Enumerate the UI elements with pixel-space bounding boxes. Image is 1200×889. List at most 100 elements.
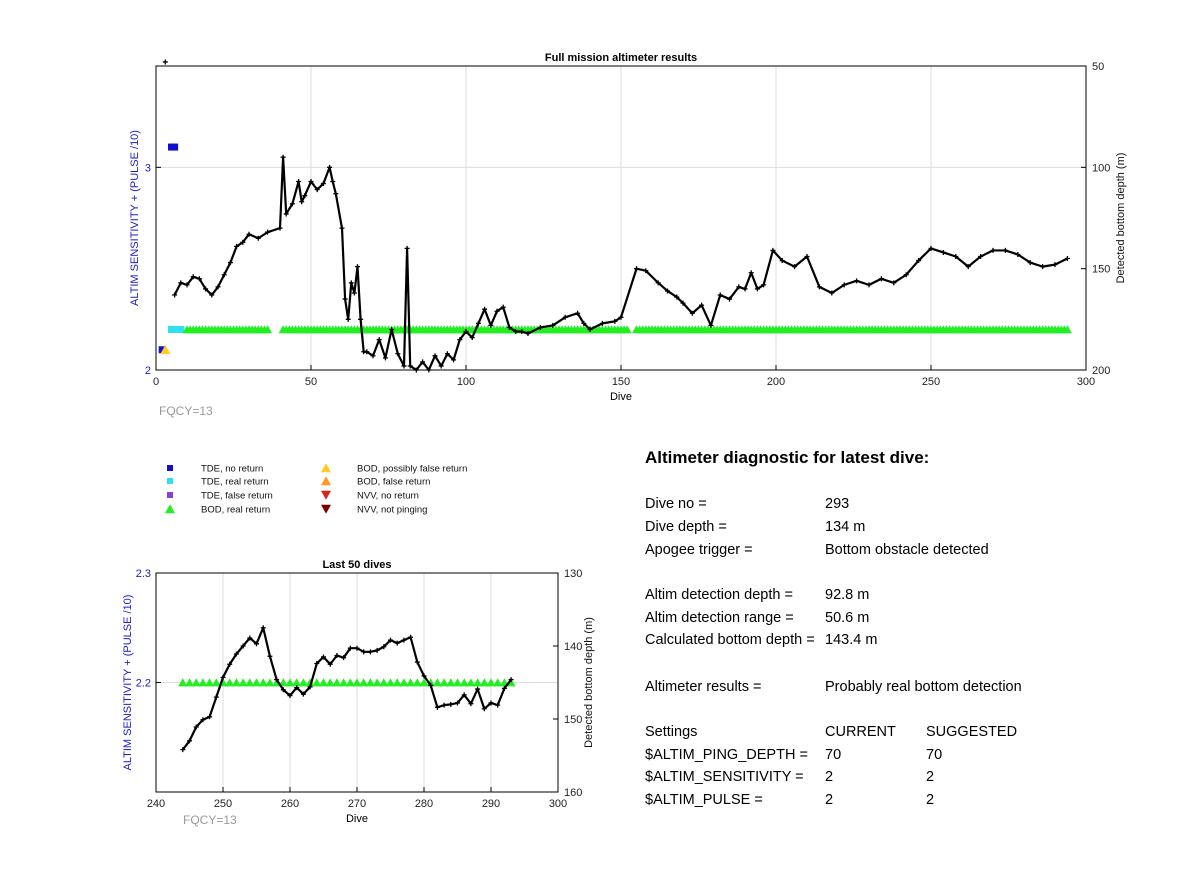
bottom-depth-point [525, 331, 531, 337]
bottom-depth-point [779, 258, 785, 264]
bottom-depth-point [1052, 262, 1058, 268]
bottom-depth-point [407, 363, 413, 369]
bottom-depth-point [448, 701, 454, 707]
bod-real-return-marker [339, 678, 349, 687]
x-axis-label: Dive [346, 813, 368, 825]
bottom-depth-point [254, 641, 259, 647]
bottom-depth-point [221, 272, 227, 278]
bottom-depth-point [296, 179, 302, 185]
ping-depth-suggested: 70 [926, 747, 943, 763]
bottom-depth-point [314, 187, 320, 193]
bottom-depth-point [1002, 247, 1008, 253]
bod-real-return-marker [1062, 325, 1072, 334]
bottom-depth-point [816, 284, 822, 290]
bottom-depth-point [234, 243, 240, 249]
bod-real-return-marker [479, 678, 489, 687]
bottom-depth-point [457, 337, 463, 343]
x-tick-label: 200 [767, 376, 785, 388]
bottom-depth-point [289, 201, 295, 207]
bottom-depth-point [689, 310, 695, 316]
y-left-axis-label: ALTIM SENSITIVITY + (PULSE /10) [129, 130, 141, 306]
pulse-suggested: 2 [926, 792, 935, 808]
bod-real-return-marker [198, 678, 208, 687]
bottom-depth-point [200, 717, 206, 723]
bottom-depth-point [665, 288, 670, 294]
bottom-depth-point [347, 645, 353, 651]
y-left-tick-label: 2.3 [136, 568, 151, 580]
bottom-depth-point [190, 274, 196, 280]
bottom-depth-point [475, 686, 481, 692]
bod-real-return-marker [359, 678, 369, 687]
bottom-depth-point [187, 738, 192, 744]
bod-real-return-marker [386, 678, 395, 687]
bottom-depth-point [401, 637, 407, 643]
bottom-depth-point [916, 258, 922, 264]
bottom-depth-point [481, 706, 487, 712]
bottom-depth-point [414, 659, 420, 665]
bottom-depth-point [878, 276, 884, 282]
bottom-depth-point [280, 154, 286, 160]
calc-depth-value: 143.4 m [825, 632, 878, 648]
bod-real-return-marker [298, 678, 308, 687]
x-tick-label: 250 [922, 376, 940, 388]
bod-real-return-marker [412, 678, 422, 687]
bod-real-return-marker [205, 678, 215, 687]
bod-real-return-marker [453, 678, 462, 687]
legend-symbol [321, 463, 331, 473]
bottom-depth-point [287, 693, 293, 699]
bottom-depth-point [1064, 256, 1070, 262]
bottom-depth-point [341, 655, 347, 661]
y-left-tick-label: 3 [145, 162, 151, 174]
bottom-depth-point [302, 193, 308, 199]
bottom-depth-point [367, 649, 373, 655]
bottom-depth-line [181, 626, 512, 751]
bod-real-return-marker [473, 678, 483, 687]
bod-real-return-marker [446, 678, 456, 687]
bottom-depth-point [1015, 251, 1021, 257]
status-marker [160, 344, 171, 354]
bottom-depth-point [434, 704, 440, 710]
bottom-depth-point [277, 225, 283, 231]
bod-real-return-marker [185, 678, 194, 687]
bottom-depth-point [308, 179, 314, 185]
y-right-tick-label: 50 [1092, 61, 1104, 73]
dive-depth-label: Dive depth = [645, 519, 727, 535]
bottom-depth-point [389, 326, 395, 332]
bod-real-return-marker [225, 678, 235, 687]
status-marker [158, 346, 166, 354]
y-right-tick-label: 200 [1092, 365, 1110, 377]
bottom-depth-point [581, 320, 587, 326]
bottom-depth-point [965, 264, 971, 270]
bottom-depth-point [495, 702, 501, 708]
bottom-depth-point [413, 367, 419, 373]
dive-depth-value: 134 m [825, 519, 866, 535]
full-mission-chart: 0 50 100 150 200 250 300 2 3 50 100 150 200 Full miss… [129, 52, 1127, 418]
bod-real-return-marker [252, 678, 261, 687]
bottom-depth-point [587, 326, 593, 332]
settings-label: Settings [645, 724, 698, 740]
det-range-label: Altim detection range = [645, 610, 794, 626]
bod-real-return-marker [372, 678, 382, 687]
pulse-label: $ALTIM_PULSE = [645, 792, 763, 808]
bod-real-return-marker [305, 678, 315, 687]
fqcy-annotation: FQCY=13 [183, 813, 237, 827]
bottom-depth-point [213, 694, 219, 700]
bottom-depth-point [953, 254, 959, 260]
bod-real-return-marker [399, 678, 409, 687]
bottom-depth-point [320, 181, 326, 187]
x-tick-label: 240 [147, 798, 165, 810]
y-right-tick-label: 140 [564, 641, 582, 653]
legend-label: TDE, no return [201, 464, 263, 475]
dive-no-value: 293 [825, 496, 850, 512]
x-tick-label: 50 [305, 376, 317, 388]
calc-depth-label: Calculated bottom depth = [645, 632, 815, 648]
x-tick-label: 150 [612, 376, 630, 388]
bod-real-return-marker [379, 678, 389, 687]
bottom-depth-point [903, 272, 909, 278]
bottom-depth-point [294, 685, 300, 691]
bod-real-return-marker [263, 325, 273, 334]
det-range-value: 50.6 m [825, 610, 870, 626]
bod-real-return-marker [439, 678, 449, 687]
bottom-depth-point [255, 235, 261, 241]
bottom-depth-point [866, 282, 872, 288]
